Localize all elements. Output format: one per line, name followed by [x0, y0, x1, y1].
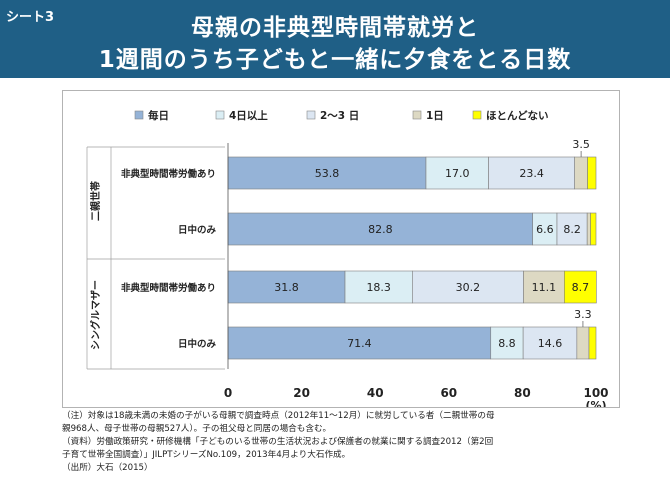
data-label: 6.6: [536, 223, 554, 236]
data-label: 71.4: [347, 337, 372, 350]
header-banner: シート3 母親の非典型時間帯就労と 1週間のうち子どもと一緒に夕食をとる日数: [0, 0, 670, 78]
note-line: （資料）労働政策研究・研修機構「子どものいる世帯の生活状況および保護者の就業に関…: [62, 437, 494, 447]
data-label: 17.0: [445, 167, 470, 180]
legend-label: 毎日: [148, 109, 169, 122]
legend-swatch: [215, 110, 225, 120]
legend-swatch: [306, 110, 316, 120]
data-label: 18.3: [366, 281, 391, 294]
note-line: 親968人、母子世帯の母親527人）。子の祖父母と同居の場合も含む。: [62, 424, 332, 434]
data-label: 11.1: [532, 281, 557, 294]
data-label: 82.8: [368, 223, 393, 236]
row-label: 日中のみ: [178, 224, 217, 236]
note-line: 子育て世帯全国調査）」JILPTシリーズNo.109，2013年4月より大石作成…: [62, 450, 351, 460]
bar-segment: [523, 270, 565, 304]
x-tick-label: 20: [293, 386, 310, 400]
title-line-2: 1週間のうち子どもと一緒に夕食をとる日数: [98, 47, 572, 73]
legend-label: 4日以上: [229, 109, 268, 122]
data-label: 8.8: [498, 337, 515, 350]
x-tick-label: 40: [367, 386, 384, 400]
bar-segment: [574, 156, 588, 190]
legend-swatch: [472, 110, 482, 120]
group-label: シングルマザー: [89, 280, 102, 350]
legend-label: 2～3 日: [320, 110, 359, 122]
x-unit-label: (%): [585, 399, 606, 407]
callout-label: 3.5: [572, 138, 590, 151]
bar-segment: [532, 212, 558, 246]
bar-segment: [344, 270, 413, 304]
data-label: 31.8: [274, 281, 299, 294]
row-label: 非典型時間帯労働あり: [121, 282, 216, 294]
bar-segment: [564, 270, 597, 304]
legend-label: ほとんどない: [486, 109, 548, 122]
bar-segment: [227, 326, 492, 360]
bar-segment: [588, 326, 597, 360]
legend-swatch: [134, 110, 144, 120]
x-tick-label: 100: [583, 386, 608, 400]
legend-swatch: [412, 110, 422, 120]
title-line-1: 母親の非典型時間帯就労と: [191, 15, 479, 41]
bar-segment: [590, 212, 597, 246]
x-tick-label: 60: [440, 386, 457, 400]
data-label: 8.2: [563, 223, 581, 236]
note-line: （出所）大石（2015）: [62, 463, 153, 473]
note-line: （注）対象は18歳未満の未婚の子がいる母親で調査時点（2012年11～12月）に…: [62, 411, 495, 421]
bar-segment: [576, 326, 590, 360]
sheet-label: シート3: [6, 10, 55, 25]
data-label: 23.4: [519, 167, 544, 180]
bar-segment: [227, 270, 346, 304]
data-label: 53.8: [315, 167, 340, 180]
bar-segment: [586, 212, 591, 246]
row-label: 日中のみ: [178, 338, 217, 350]
data-label: 14.6: [538, 337, 563, 350]
bar-segment: [587, 156, 597, 190]
bar-segment: [425, 156, 489, 190]
bar-segment: [412, 270, 524, 304]
bar-segment: [556, 212, 588, 246]
bar-segment: [522, 326, 578, 360]
x-tick-label: 80: [514, 386, 531, 400]
callout-label: 3.3: [574, 308, 592, 321]
notes-block: （注）対象は18歳未満の未婚の子がいる母親で調査時点（2012年11～12月）に…: [62, 410, 622, 475]
row-label: 非典型時間帯労働あり: [121, 168, 216, 180]
legend-label: 1日: [426, 110, 444, 122]
group-label: 二親世帯: [89, 181, 102, 221]
data-label: 8.7: [572, 281, 590, 294]
stacked-bar-chart: 毎日 4日以上 2～3 日 1日 ほとんどない 53.8 17.0 23.4 非典型時間帯労働あ…: [86, 109, 609, 407]
bar-segment: [490, 326, 524, 360]
data-label: 30.2: [456, 281, 481, 294]
x-tick-label: 0: [224, 386, 232, 400]
chart-frame: 毎日 4日以上 2～3 日 1日 ほとんどない 53.8 17.0 23.4 非典型時間帯労働あ…: [62, 90, 620, 408]
